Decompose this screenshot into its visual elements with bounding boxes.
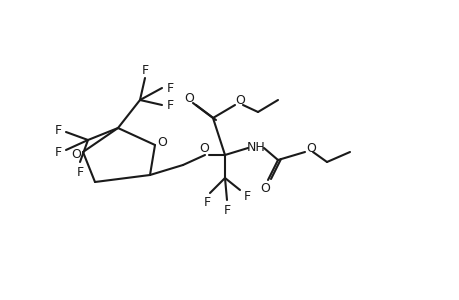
Text: F: F	[54, 146, 62, 158]
Text: F: F	[243, 190, 250, 202]
Text: O: O	[71, 148, 81, 160]
Text: O: O	[184, 92, 194, 104]
Text: O: O	[199, 142, 208, 154]
Text: F: F	[54, 124, 62, 136]
Text: NH: NH	[246, 140, 265, 154]
Text: F: F	[203, 196, 210, 208]
Text: O: O	[305, 142, 315, 154]
Text: O: O	[157, 136, 167, 148]
Text: F: F	[166, 82, 173, 94]
Text: F: F	[141, 64, 148, 76]
Text: F: F	[166, 98, 173, 112]
Text: F: F	[76, 166, 84, 178]
Text: O: O	[235, 94, 244, 106]
Text: F: F	[223, 203, 230, 217]
Text: O: O	[259, 182, 269, 194]
